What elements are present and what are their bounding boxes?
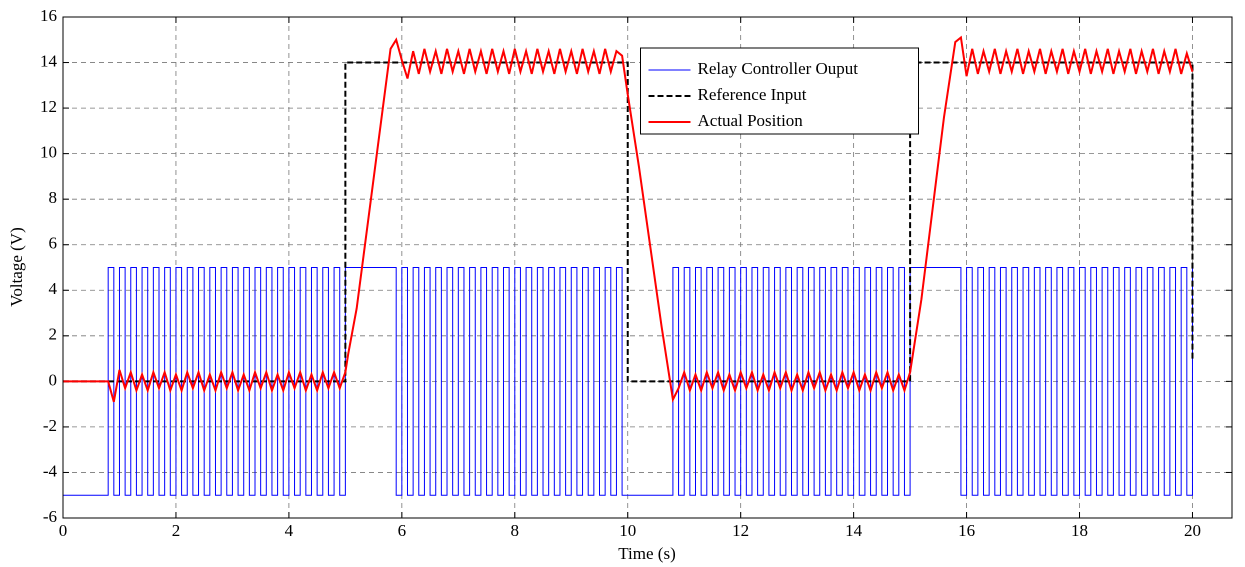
y-tick-label: -6 <box>43 507 57 526</box>
series-line <box>63 35 1194 403</box>
legend-label: Actual Position <box>698 111 804 130</box>
legend-box <box>640 47 919 135</box>
x-tick-label: 0 <box>59 521 68 540</box>
legend-label: Reference Input <box>698 85 807 104</box>
y-tick-label: 4 <box>49 279 58 298</box>
y-tick-label: -4 <box>43 461 58 480</box>
x-tick-label: 4 <box>285 521 294 540</box>
y-tick-label: 2 <box>49 325 58 344</box>
x-tick-label: 18 <box>1071 521 1088 540</box>
y-tick-label: -2 <box>43 416 57 435</box>
y-tick-label: 6 <box>49 234 58 253</box>
y-tick-label: 8 <box>49 188 58 207</box>
y-tick-label: 12 <box>40 97 57 116</box>
x-tick-label: 10 <box>619 521 636 540</box>
x-tick-label: 14 <box>845 521 863 540</box>
x-tick-label: 2 <box>172 521 181 540</box>
legend-label: Relay Controller Ouput <box>698 59 859 78</box>
x-tick-label: 6 <box>398 521 407 540</box>
y-tick-label: 14 <box>40 51 58 70</box>
y-tick-label: 0 <box>49 370 58 389</box>
x-tick-label: 12 <box>732 521 749 540</box>
x-tick-label: 16 <box>958 521 975 540</box>
series-line <box>63 61 1194 383</box>
series-line <box>63 267 1193 496</box>
x-axis-label: Time (s) <box>618 544 675 563</box>
x-tick-label: 20 <box>1184 521 1201 540</box>
y-tick-label: 16 <box>40 6 57 25</box>
y-tick-label: 10 <box>40 143 57 162</box>
y-axis-label: Voltage (V) <box>7 227 26 306</box>
x-tick-label: 8 <box>511 521 520 540</box>
plot-frame <box>62 16 1233 519</box>
